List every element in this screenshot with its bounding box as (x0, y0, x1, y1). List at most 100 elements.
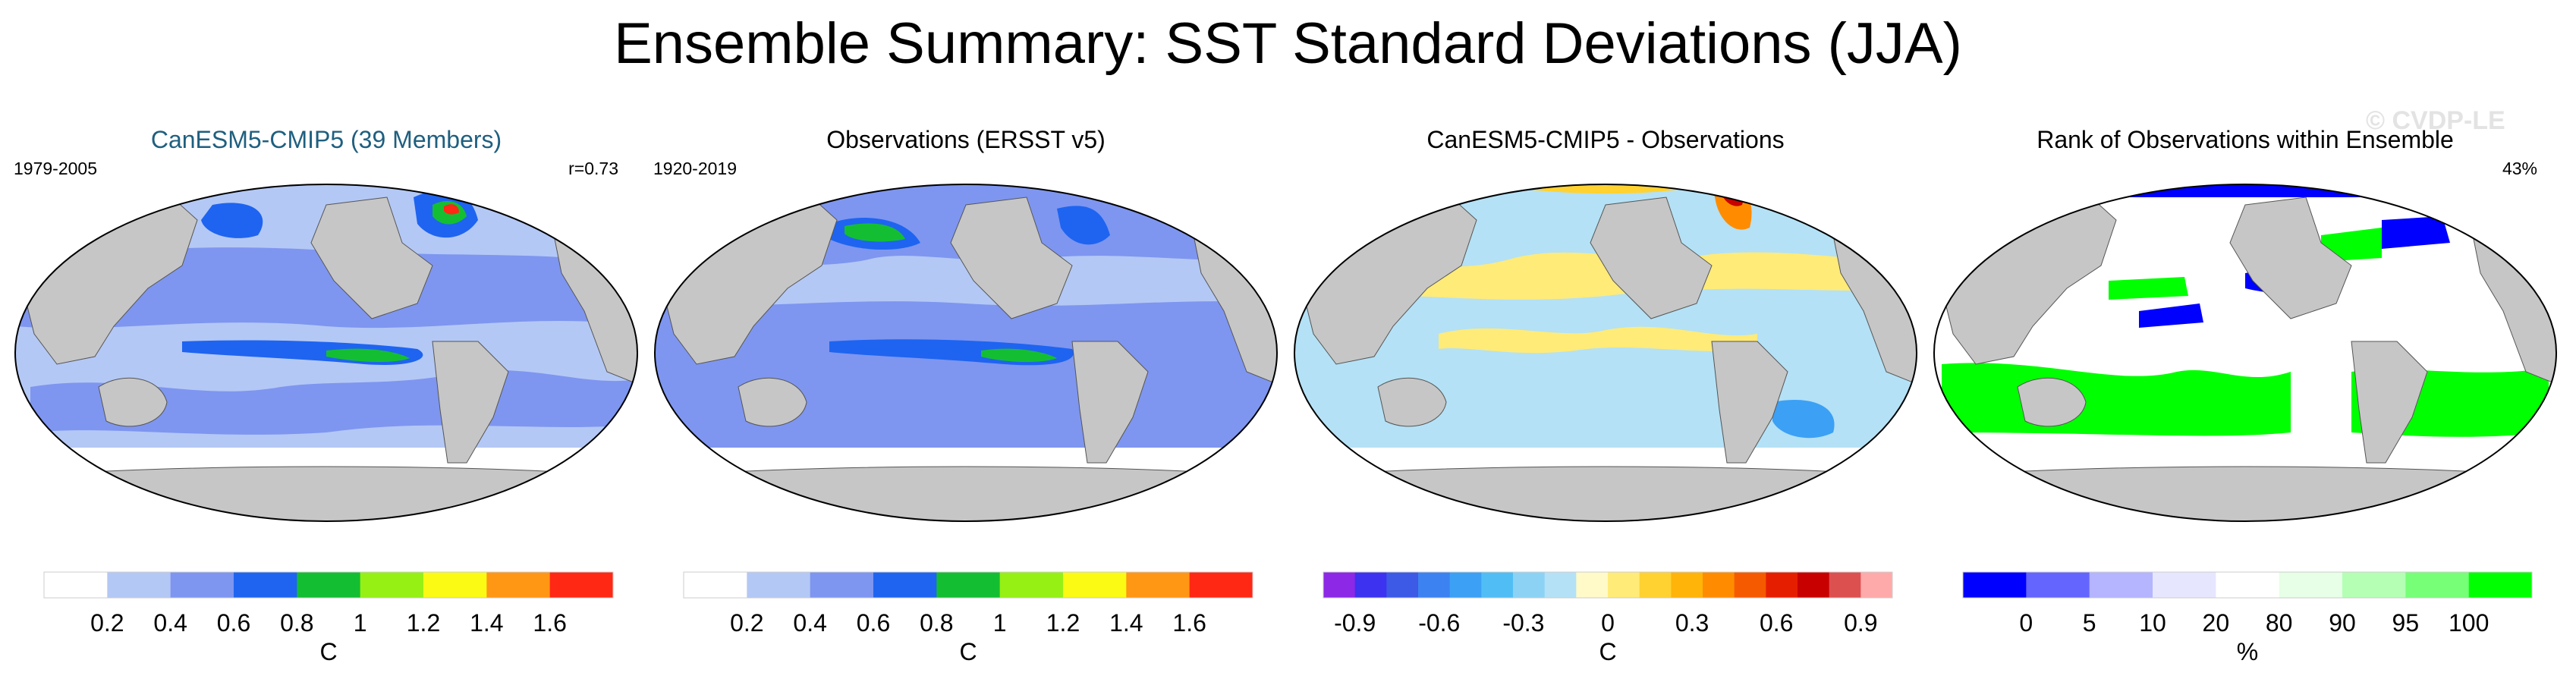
land (2017, 377, 2087, 427)
colorbar-swatch (1544, 572, 1577, 598)
colorbar-swatch (1671, 572, 1703, 598)
colorbar-tick-label: 0.4 (153, 609, 187, 637)
land (738, 377, 807, 427)
land (1294, 466, 1917, 521)
colorbar-tick-label: -0.9 (1334, 609, 1376, 637)
panel-title: CanESM5-CMIP5 (39 Members) (151, 126, 502, 153)
map (1933, 184, 2557, 522)
colorbar-tick-label: 100 (2449, 609, 2489, 637)
colorbar-frame (1962, 571, 2533, 599)
colorbar-unit-label: C (959, 638, 977, 665)
colorbar-swatch (170, 572, 234, 598)
colorbar-tick-label: 0.6 (857, 609, 890, 637)
colorbar-rank: 0 5 10 20 80 90 95 100% (1962, 571, 2533, 665)
colorbar-swatch (486, 572, 551, 598)
colorbar-tick-label: 90 (2329, 609, 2356, 637)
colorbar-tick-label: 0.8 (920, 609, 953, 637)
colorbar-tick-label: 5 (2083, 609, 2096, 637)
colorbar-tick-label: 1.2 (407, 609, 440, 637)
colorbar-swatch (1608, 572, 1640, 598)
colorbar-unit-label: C (319, 638, 337, 665)
sst-field (1772, 399, 1835, 439)
land (2229, 197, 2352, 319)
colorbar-swatch (2279, 572, 2343, 598)
panel-title: Rank of Observations within Ensemble (2037, 126, 2454, 153)
figure-title: Ensemble Summary: SST Standard Deviation… (614, 11, 1962, 76)
colorbar-swatch (1766, 572, 1798, 598)
colorbar-tick-label: 80 (2266, 609, 2293, 637)
colorbar-swatch (2216, 572, 2280, 598)
land (655, 466, 1277, 521)
colorbar-unit-label: % (2237, 638, 2258, 665)
colorbar-tick-label: 10 (2139, 609, 2166, 637)
panel-observations: Observations (ERSST v5) 1920-2019 (653, 126, 1278, 522)
panel-right-label: r=0.73 (568, 159, 618, 178)
colorbar-tick-label: 1 (354, 609, 367, 637)
colorbar-tick-label: 0.2 (90, 609, 124, 637)
colorbar-swatch (936, 572, 1001, 598)
panel-rank: Rank of Observations within Ensemble 43% (1933, 126, 2557, 522)
colorbar-swatch (1063, 572, 1127, 598)
colorbar-swatch (2026, 572, 2090, 598)
colorbar-swatch (2468, 572, 2533, 598)
colorbar-observations: 0.2 0.4 0.6 0.8 1 1.2 1.4 1.6 C (683, 571, 1253, 665)
land (15, 466, 637, 521)
colorbar-tick-label: 0.6 (1760, 609, 1793, 637)
panel-difference: CanESM5-CMIP5 - Observations (1294, 126, 1917, 522)
colorbar-swatch (2089, 572, 2153, 598)
colorbar-tick-label: 0 (2019, 609, 2033, 637)
colorbar-swatch (297, 572, 361, 598)
land (2351, 341, 2428, 464)
sst-field (201, 203, 263, 238)
rank-field (2382, 216, 2450, 249)
colorbar-swatch (1323, 572, 1356, 598)
panel-title: CanESM5-CMIP5 - Observations (1426, 126, 1784, 153)
panel-right-label: 43% (2502, 159, 2537, 178)
colorbar-tick-label: 0.9 (1844, 609, 1877, 637)
panel-left-label: 1979-2005 (14, 159, 97, 178)
colorbar-tick-label: 1.4 (470, 609, 503, 637)
land (1711, 341, 1788, 464)
colorbar-swatch (1418, 572, 1451, 598)
rank-field (2109, 277, 2188, 300)
land (98, 377, 168, 427)
colorbar-swatch (873, 572, 937, 598)
colorbar-swatch (423, 572, 487, 598)
land (1377, 377, 1447, 427)
colorbar-tick-label: 0.6 (217, 609, 250, 637)
colorbar-swatch (1481, 572, 1514, 598)
colorbar-swatch (747, 572, 811, 598)
colorbar-swatch (2405, 572, 2470, 598)
colorbar-swatch (999, 572, 1064, 598)
colorbar-tick-label: -0.6 (1418, 609, 1460, 637)
land (1590, 197, 1713, 319)
watermark: © CVDP-LE (2366, 106, 2505, 135)
land (432, 341, 509, 464)
colorbar-unit-label: C (1599, 638, 1616, 665)
colorbar-swatch (1354, 572, 1387, 598)
colorbar-tick-label: 1.4 (1109, 609, 1143, 637)
panel-title: Observations (ERSST v5) (826, 126, 1106, 153)
sst-field (326, 348, 410, 363)
map (1294, 184, 1917, 522)
colorbar-swatch (44, 572, 108, 598)
colorbar-swatch (1829, 572, 1861, 598)
colorbar-tick-label: 0.2 (730, 609, 763, 637)
colorbar-frame (683, 571, 1253, 599)
colorbar-swatch (810, 572, 874, 598)
colorbar-difference: -0.9 -0.6 -0.3 0 0.3 0.6 0.9 C (1323, 571, 1893, 665)
colorbar-swatch (1798, 572, 1830, 598)
colorbar-swatch (684, 572, 747, 598)
colorbar-frame (1323, 571, 1893, 599)
colorbar-tick-label: 1.6 (533, 609, 566, 637)
colorbar-tick-label: -0.3 (1502, 609, 1544, 637)
colorbar-frame (43, 571, 614, 599)
colorbar-tick-label: 0 (1601, 609, 1615, 637)
colorbar-swatch (1189, 572, 1253, 598)
panel-ensemble: CanESM5-CMIP5 (39 Members) 1979-2005 r=0… (14, 126, 638, 522)
land (1071, 341, 1149, 464)
colorbar-swatch (1449, 572, 1482, 598)
panel-left-label: 1920-2019 (653, 159, 737, 178)
rank-field (2139, 303, 2203, 328)
map (14, 184, 638, 522)
